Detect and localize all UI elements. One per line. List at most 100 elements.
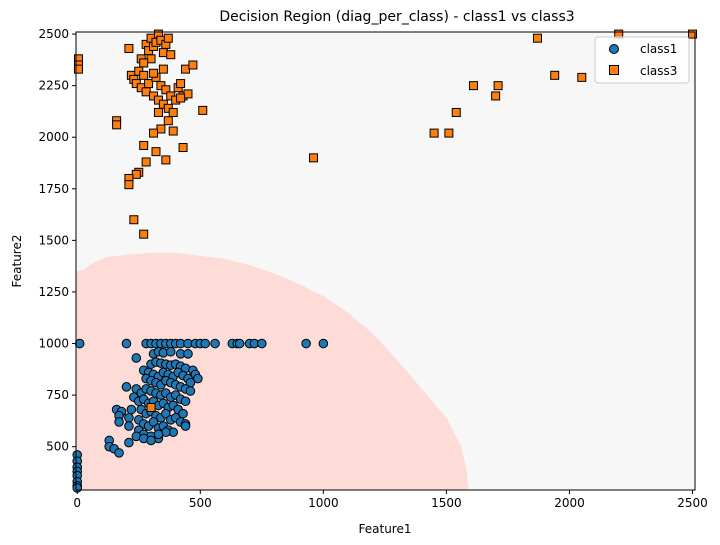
class1-point [161, 408, 171, 419]
y-tick-label: 1750 [38, 182, 69, 196]
y-tick-label: 2250 [38, 79, 69, 93]
y-axis-label: Feature2 [10, 235, 24, 288]
class1-point [183, 349, 193, 359]
class1-point [301, 338, 311, 349]
class3-point [141, 87, 151, 97]
y-tick-label: 750 [46, 388, 69, 402]
class1-point [234, 338, 245, 349]
class3-point [168, 107, 178, 117]
class3-point [550, 70, 560, 80]
class3-point [146, 402, 156, 412]
class1-point [124, 437, 134, 448]
y-tick-label: 500 [46, 440, 69, 454]
x-axis-label: Feature1 [359, 522, 412, 536]
y-tick-label: 2000 [38, 130, 69, 144]
class3-point [124, 44, 134, 54]
class3-point [73, 64, 83, 74]
x-tick-label: 1500 [431, 496, 462, 510]
class1-point [146, 435, 156, 446]
x-tick-label: 2000 [554, 496, 585, 510]
class3-point [468, 81, 478, 91]
class3-point [139, 140, 149, 150]
class3-point [156, 124, 166, 134]
class3-point [146, 54, 156, 64]
class3-point [429, 128, 439, 138]
class3-point [309, 153, 319, 163]
chart-title: Decision Region (diag_per_class) - class… [219, 9, 574, 25]
class1-point [114, 448, 124, 458]
class1-point [131, 353, 142, 363]
class1-point [74, 338, 85, 349]
legend-marker-class3 [609, 65, 619, 75]
class3-point [153, 107, 163, 117]
class3-point [151, 147, 161, 157]
class3-point [181, 64, 191, 74]
legend-marker-class1 [609, 44, 619, 54]
class3-point [129, 215, 139, 225]
x-tick-label: 0 [73, 496, 81, 510]
class3-point [144, 79, 154, 89]
class3-point [149, 68, 159, 78]
scatter-points [72, 29, 698, 493]
class3-point [149, 128, 159, 138]
y-tick-label: 1250 [38, 285, 69, 299]
class1-point [210, 338, 220, 349]
class1-point [124, 421, 134, 431]
x-tick-label: 500 [189, 496, 212, 510]
class3-point [161, 85, 171, 95]
plot-frame [75, 31, 696, 491]
class3-point [139, 70, 149, 80]
class3-point [124, 180, 134, 190]
class1-point [318, 338, 329, 349]
class1-point [153, 429, 164, 440]
class1-point [121, 382, 132, 392]
class3-point [176, 79, 186, 89]
class1-point [121, 338, 132, 349]
class3-point [168, 126, 178, 136]
class3-point [493, 81, 503, 91]
legend: class1 class3 [594, 36, 690, 84]
class3-point [577, 72, 587, 82]
class1-point [165, 346, 176, 357]
legend-label-class3: class3 [640, 64, 677, 78]
class3-point [166, 50, 176, 60]
class3-point [183, 89, 193, 99]
class3-point [188, 60, 198, 70]
class3-point [139, 58, 149, 68]
x-tick-label: 2500 [677, 496, 708, 510]
class3-point [176, 93, 186, 103]
class3-point [444, 128, 454, 138]
class3-point [451, 107, 461, 117]
class1-point [180, 396, 191, 407]
x-axis: 0 500 1000 1500 2000 2500 [73, 490, 708, 510]
class1-point [126, 404, 137, 415]
class1-point [114, 417, 124, 427]
class3-point [198, 105, 208, 115]
class3-point [688, 29, 698, 39]
class3-point [158, 48, 168, 58]
y-tick-label: 2500 [38, 27, 69, 41]
class3-point [141, 157, 151, 167]
class3-point [163, 33, 173, 43]
class1-point [124, 412, 134, 423]
class1-point [148, 417, 159, 427]
class3-point [131, 169, 141, 179]
class1-point [193, 373, 203, 384]
y-tick-label: 1500 [38, 233, 69, 247]
y-axis: 500 750 1000 1250 1500 1750 2000 2250 2500 [38, 27, 76, 454]
class3-point [178, 143, 188, 153]
class1-point [180, 421, 191, 431]
class3-point [163, 116, 173, 126]
class3-point [158, 64, 168, 74]
class1-point [257, 338, 267, 349]
class1-point [185, 386, 196, 396]
y-tick-label: 1000 [38, 337, 69, 351]
legend-label-class1: class1 [640, 42, 677, 56]
class1-point [200, 338, 211, 349]
class3-point [491, 91, 501, 101]
x-tick-label: 1000 [308, 496, 339, 510]
class3-point [112, 120, 122, 130]
class3-point [532, 33, 542, 43]
class3-point [139, 229, 149, 239]
